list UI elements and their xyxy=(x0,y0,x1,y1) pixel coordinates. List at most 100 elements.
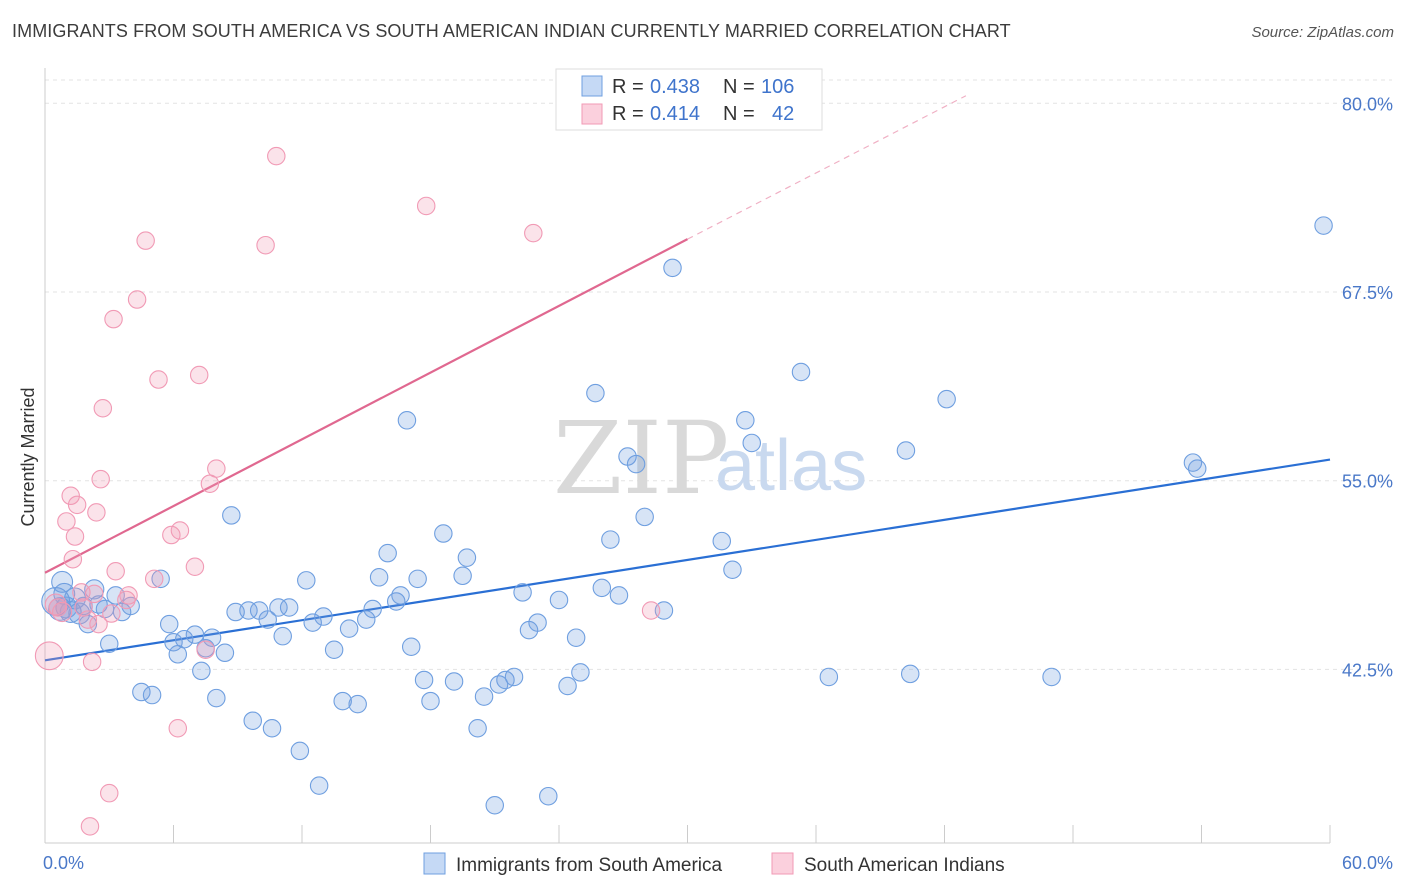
point-south-american-indians xyxy=(65,527,85,546)
trend-line-pink xyxy=(44,238,689,574)
point-immigrants-south-america xyxy=(290,741,310,761)
point-south-american-indians xyxy=(149,370,168,389)
point-immigrants-south-america xyxy=(391,586,410,605)
point-south-american-indians xyxy=(136,231,155,250)
point-immigrants-south-america xyxy=(314,607,333,626)
point-immigrants-south-america xyxy=(819,667,839,687)
point-south-american-indians xyxy=(91,469,110,489)
point-immigrants-south-america xyxy=(609,586,629,605)
point-south-american-indians xyxy=(57,512,76,531)
point-south-american-indians xyxy=(189,365,209,385)
point-immigrants-south-america xyxy=(151,569,170,589)
point-immigrants-south-america xyxy=(207,688,226,708)
point-south-american-indians xyxy=(78,610,98,629)
watermark-zip: ZIP xyxy=(553,400,729,517)
y-tick-label: 42.5% xyxy=(1342,660,1393,680)
point-immigrants-south-america xyxy=(453,566,472,586)
point-immigrants-south-america xyxy=(736,411,755,430)
series-swatch-pink xyxy=(771,852,794,875)
point-immigrants-south-america xyxy=(896,441,916,460)
point-south-american-indians xyxy=(162,525,181,545)
point-immigrants-south-america xyxy=(571,663,590,682)
point-immigrants-south-america xyxy=(592,578,612,598)
point-immigrants-south-america xyxy=(601,530,620,549)
series-swatch-blue xyxy=(423,852,446,875)
point-immigrants-south-america xyxy=(132,682,151,702)
y-tick-label: 55.0% xyxy=(1342,472,1393,492)
point-immigrants-south-america xyxy=(468,719,487,738)
legend-n-label-blue: N = xyxy=(723,76,755,98)
point-immigrants-south-america xyxy=(159,614,179,634)
point-south-american-indians xyxy=(106,562,125,581)
point-immigrants-south-america xyxy=(549,590,569,610)
point-south-american-indians xyxy=(267,146,286,166)
point-immigrants-south-america xyxy=(566,628,586,647)
point-immigrants-south-america xyxy=(51,570,74,593)
point-immigrants-south-america xyxy=(192,661,211,681)
y-tick-label: 67.5% xyxy=(1342,283,1393,303)
point-south-american-indians xyxy=(102,604,121,623)
point-immigrants-south-america xyxy=(363,599,382,619)
point-immigrants-south-america xyxy=(421,691,440,711)
point-immigrants-south-america xyxy=(444,672,464,691)
point-immigrants-south-america xyxy=(239,601,258,620)
point-immigrants-south-america xyxy=(654,601,674,620)
axes xyxy=(44,68,1331,844)
point-immigrants-south-america xyxy=(937,389,956,409)
point-south-american-indians xyxy=(641,601,661,620)
point-immigrants-south-america xyxy=(100,634,119,653)
point-immigrants-south-america xyxy=(309,776,329,795)
point-south-american-indians xyxy=(67,495,87,515)
data-points xyxy=(34,146,1333,836)
series-label-pink: South American Indians xyxy=(804,855,1005,876)
point-immigrants-south-america xyxy=(348,694,367,714)
point-immigrants-south-america xyxy=(273,626,292,646)
gridlines xyxy=(45,79,1392,670)
point-immigrants-south-america xyxy=(142,685,162,705)
legend-swatch-blue xyxy=(581,75,603,97)
point-immigrants-south-america xyxy=(586,383,605,403)
x-tick-labels: 0.0% 60.0% xyxy=(43,853,1393,873)
point-immigrants-south-america xyxy=(663,258,682,278)
point-south-american-indians xyxy=(207,459,226,478)
point-immigrants-south-america xyxy=(791,362,811,382)
point-south-american-indians xyxy=(256,235,275,255)
point-immigrants-south-america xyxy=(635,507,654,527)
y-tick-label: 80.0% xyxy=(1342,94,1393,114)
point-immigrants-south-america xyxy=(1187,459,1207,478)
point-immigrants-south-america xyxy=(106,586,125,605)
point-immigrants-south-america xyxy=(333,691,352,711)
point-south-american-indians xyxy=(85,584,104,604)
point-immigrants-south-america xyxy=(378,543,397,563)
point-south-american-indians xyxy=(196,640,215,660)
point-immigrants-south-america xyxy=(900,664,920,684)
point-south-american-indians xyxy=(416,196,436,216)
legend-n-label-pink: N = xyxy=(723,103,755,125)
point-immigrants-south-america xyxy=(258,610,277,629)
point-immigrants-south-america xyxy=(1042,667,1061,687)
trend-lines xyxy=(44,95,1331,662)
point-south-american-indians xyxy=(524,223,543,243)
point-south-american-indians xyxy=(48,598,68,617)
point-immigrants-south-america xyxy=(369,568,389,587)
legend-r-label-pink: R = xyxy=(612,103,644,125)
point-south-american-indians xyxy=(185,557,205,576)
legend-r-value-blue: 0.438 xyxy=(650,76,700,98)
point-immigrants-south-america xyxy=(303,613,322,632)
point-immigrants-south-america xyxy=(485,796,504,815)
point-immigrants-south-america xyxy=(397,411,417,430)
point-immigrants-south-america xyxy=(1314,216,1333,235)
point-immigrants-south-america xyxy=(539,786,558,806)
point-south-american-indians xyxy=(74,598,93,617)
x-tick-label: 60.0% xyxy=(1342,853,1393,873)
point-immigrants-south-america xyxy=(279,598,299,617)
stats-legend: R = 0.438 N = 106 R = 0.414 N = 42 xyxy=(555,68,823,131)
point-south-american-indians xyxy=(61,486,80,506)
x-tick-label: 0.0% xyxy=(43,853,84,873)
point-immigrants-south-america xyxy=(164,632,183,652)
point-south-american-indians xyxy=(34,641,64,671)
point-immigrants-south-america xyxy=(357,610,376,629)
y-tick-labels: 42.5% 55.0% 67.5% 80.0% xyxy=(1342,94,1393,680)
trend-line-pink-extension xyxy=(687,95,967,240)
